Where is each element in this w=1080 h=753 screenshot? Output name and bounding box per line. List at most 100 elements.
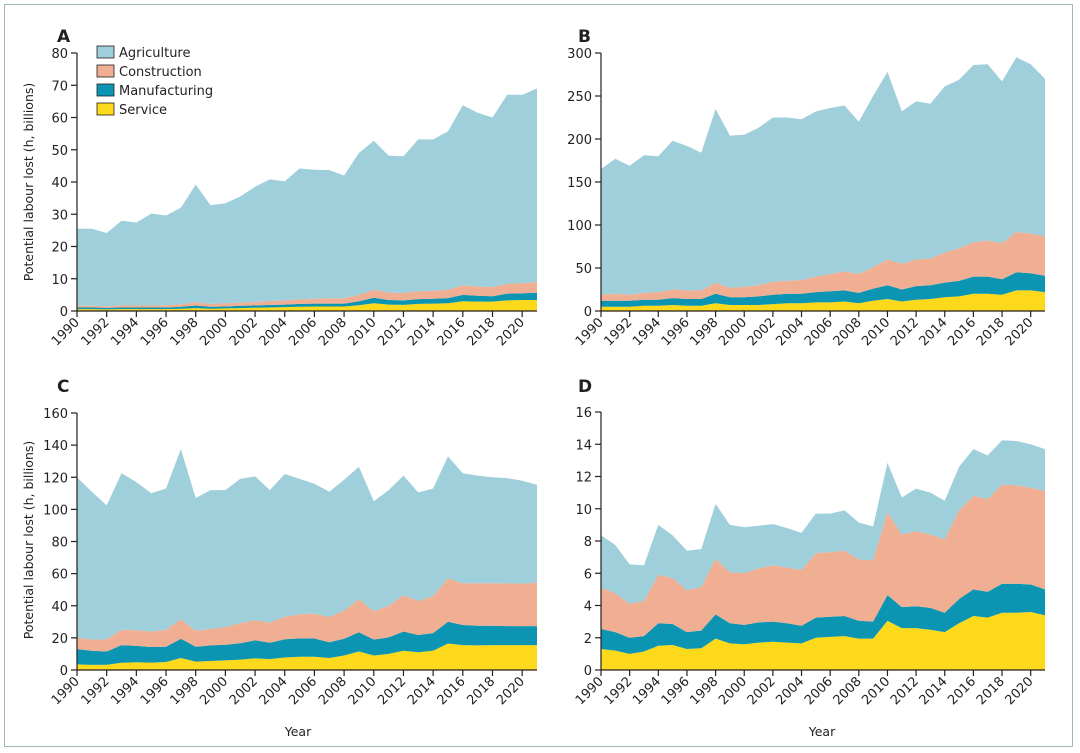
panel-c-x-tick-label: 1990: [49, 674, 83, 708]
panel-c-y-tick-label: 60: [51, 568, 68, 583]
panel-a-x-tick-label: 2004: [257, 315, 291, 349]
panel-a-x-tick-label: 1992: [78, 315, 112, 349]
panel-d-label: D: [578, 377, 592, 397]
panel-b-x-tick-label: 2006: [802, 315, 836, 349]
panel-d-x-tick-label: 2020: [1002, 674, 1036, 708]
panel-c-x-tick-label: 2002: [227, 674, 261, 708]
panel-c-y-axis-title: Potential labour lost (h, billions): [21, 441, 36, 640]
panel-a-x-tick-label: 2012: [375, 315, 409, 349]
legend-swatch-manufacturing: [96, 83, 115, 97]
panel-b-area-manufacturing: [601, 272, 1045, 307]
panel-b-x-tick-label: 1992: [601, 315, 635, 349]
panel-d-x-tick-label: 1994: [630, 674, 664, 708]
panel-a: A 01020304050607080199019921994199619982…: [21, 27, 537, 349]
panel-b-x-tick-label: 1994: [630, 315, 664, 349]
legend-item-construction[interactable]: Construction: [96, 64, 202, 80]
panel-b-y-tick-label: 200: [567, 133, 592, 148]
panel-b-y-tick-label: 300: [567, 47, 592, 62]
panel-b-areas: [601, 57, 1045, 311]
panel-a-x-tick-label: 2008: [316, 315, 350, 349]
panel-c-x-tick-label: 1992: [78, 674, 112, 708]
panel-a-y-tick-label: 70: [51, 79, 68, 94]
panel-a-y-tick-label: 80: [51, 47, 68, 62]
legend-item-service[interactable]: Service: [96, 102, 167, 118]
panel-d-areas: [601, 440, 1045, 670]
panel-a-area-manufacturing: [77, 292, 537, 310]
panel-d-x-tick-label: 1990: [573, 674, 607, 708]
panel-d-y-tick-label: 14: [575, 438, 592, 453]
panel-b-area-construction: [601, 231, 1045, 301]
panel-c-x-tick-label: 2020: [494, 674, 528, 708]
legend: Agriculture Construction Manufacturing S…: [96, 45, 213, 118]
panel-c-x-tick-label: 2004: [257, 674, 291, 708]
panel-a-y-tick-label: 50: [51, 144, 68, 159]
panel-a-x-tick-label: 2002: [227, 315, 261, 349]
panel-c-area-construction: [77, 578, 537, 652]
panel-b-x-tick-label: 2018: [974, 315, 1008, 349]
panel-d-y-tick-label: 10: [575, 503, 592, 518]
panel-c-y-tick-label: 40: [51, 600, 68, 615]
panel-b-x-tick-label: 2012: [888, 315, 922, 349]
panel-b-x-tick-label: 2014: [917, 315, 951, 349]
panel-d-x-tick-label: 2000: [716, 674, 750, 708]
panel-c: C 0 20 40 60 80 100 120 140 160 19901992199419961…: [21, 377, 537, 739]
legend-item-manufacturing[interactable]: Manufacturing: [96, 83, 213, 99]
panel-d-x-tick-label: 2004: [773, 674, 807, 708]
panel-a-label: A: [57, 27, 71, 47]
panel-b-area-service: [601, 290, 1045, 311]
panel-a-y-axis-title: Potential labour lost (h, billions): [21, 83, 36, 282]
panel-d-y-tick-label: 4: [584, 600, 592, 615]
panel-a-y-tick-label: 10: [51, 273, 68, 288]
panel-c-y-tick-label: 20: [51, 632, 68, 647]
panel-a-x-tick-label: 2020: [494, 315, 528, 349]
panel-a-y-tick-label: 20: [51, 241, 68, 256]
panel-b-x-tick-label: 2002: [745, 315, 779, 349]
legend-swatch-construction: [96, 64, 115, 78]
panel-c-y-tick-label: 120: [43, 471, 68, 486]
panel-b-x-tick-label: 2010: [859, 315, 893, 349]
panel-a-x-tick-label: 2014: [405, 315, 439, 349]
panel-c-y-tick-label: 140: [43, 439, 68, 454]
panel-d: D 02468101214161990199219941996199820002…: [573, 377, 1045, 739]
panel-b-label: B: [578, 27, 591, 47]
panel-d-x-tick-label: 1996: [659, 674, 693, 708]
panel-d-x-axis-title: Year: [808, 724, 836, 739]
panel-d-x-tick-label: 2010: [859, 674, 893, 708]
panel-d-y-tick-label: 2: [584, 632, 592, 647]
panel-a-x-tick-label: 2000: [197, 315, 231, 349]
legend-label-agriculture: Agriculture: [119, 46, 191, 61]
panel-a-y-tick-label: 60: [51, 112, 68, 127]
panel-d-area-manufacturing: [601, 583, 1045, 654]
panel-a-area-construction: [77, 282, 537, 308]
panel-d-x-tick-label: 2016: [945, 674, 979, 708]
panel-d-x-tick-label: 2008: [831, 674, 865, 708]
panel-d-area-construction: [601, 484, 1045, 638]
panel-a-areas: [77, 88, 537, 311]
panel-c-y-tick-label: 160: [43, 407, 68, 422]
panel-b-x-tick-label: 2004: [773, 315, 807, 349]
panel-b-x-tick-label: 2016: [945, 315, 979, 349]
panel-c-area-service: [77, 643, 537, 670]
panel-b-x-tick-label: 2020: [1002, 315, 1036, 349]
legend-item-agriculture[interactable]: Agriculture: [96, 45, 191, 61]
panel-c-y-tick-label: 0: [60, 664, 68, 679]
panel-d-x-tick-label: 2018: [974, 674, 1008, 708]
panel-a-y-tick-label: 30: [51, 208, 68, 223]
panel-a-x-tick-label: 1998: [168, 315, 202, 349]
panel-a-x-tick-label: 1990: [49, 315, 83, 349]
panel-c-areas: [77, 449, 537, 670]
panel-b-y-tick-label: 50: [575, 262, 592, 277]
panel-c-x-tick-label: 2016: [435, 674, 469, 708]
panel-c-x-tick-label: 2012: [375, 674, 409, 708]
panel-a-y-tick-label: 40: [51, 176, 68, 191]
legend-label-construction: Construction: [119, 65, 202, 80]
panel-c-x-axis-title: Year: [284, 724, 312, 739]
panel-d-x-tick-label: 2014: [917, 674, 951, 708]
panel-c-x-tick-label: 1998: [168, 674, 202, 708]
panel-c-x-tick-label: 1994: [108, 674, 142, 708]
panel-a-x-tick-label: 2018: [464, 315, 498, 349]
panel-d-x-tick-label: 2012: [888, 674, 922, 708]
panel-c-x-tick-label: 2006: [286, 674, 320, 708]
panel-d-y-tick-label: 8: [584, 535, 592, 550]
panel-a-x-tick-label: 1994: [108, 315, 142, 349]
